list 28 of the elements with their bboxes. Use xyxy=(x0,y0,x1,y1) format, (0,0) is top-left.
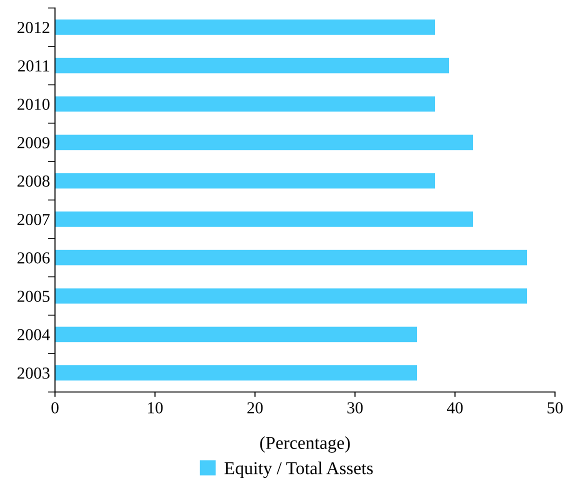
y-tick-label: 2004 xyxy=(18,329,50,340)
x-tick-label: 20 xyxy=(247,402,263,414)
bar xyxy=(55,250,527,266)
y-tick-label: 2003 xyxy=(18,368,50,379)
y-tick-label: 2005 xyxy=(18,290,50,302)
x-tick-label: 10 xyxy=(148,402,163,414)
bar xyxy=(55,134,473,150)
bar xyxy=(55,173,435,188)
y-tick-label: 2010 xyxy=(18,98,50,110)
bar xyxy=(55,20,435,35)
x-tick-label: 0 xyxy=(51,402,59,414)
x-tick-label: 50 xyxy=(548,402,563,414)
y-tick-label: 2012 xyxy=(18,22,50,34)
y-tick-label: 2008 xyxy=(18,176,50,187)
legend-label: Equity / Total Assets xyxy=(224,462,373,478)
x-tick-label: 40 xyxy=(446,402,463,414)
y-tick-label: 2007 xyxy=(18,214,50,226)
bar xyxy=(55,365,417,380)
bar xyxy=(55,96,435,112)
bar xyxy=(55,288,527,304)
y-tick-label: 2009 xyxy=(18,137,50,148)
x-axis-title: (Percentage) xyxy=(260,436,350,453)
y-tick-label: 2011 xyxy=(18,60,50,72)
bar xyxy=(55,326,417,342)
bar xyxy=(55,58,449,74)
y-tick-label: 2006 xyxy=(18,252,50,264)
x-tick-label: 30 xyxy=(347,402,363,414)
bar xyxy=(55,212,473,227)
